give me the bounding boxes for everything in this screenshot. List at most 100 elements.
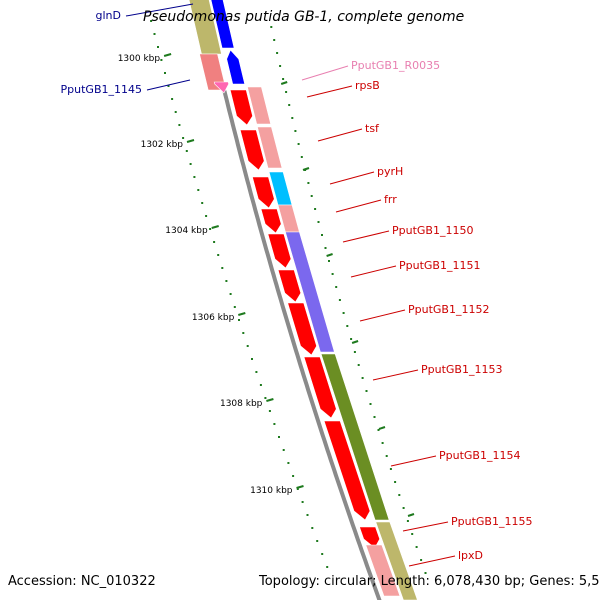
minor-dot-right [291, 117, 294, 119]
minor-dot-left [326, 566, 329, 568]
kbp-label: 1304 kbp [165, 226, 208, 236]
gene-label: PputGB1_1154 [439, 449, 520, 462]
minor-dot-right [373, 416, 376, 418]
major-tick-right [351, 340, 359, 344]
minor-dot-left [246, 345, 249, 347]
leader-line [146, 79, 191, 91]
leader-line [335, 199, 382, 213]
gene-label: rpsB [355, 79, 380, 92]
major-tick-right [326, 253, 333, 257]
gene-label: tsf [365, 122, 380, 135]
minor-dot-right [297, 143, 300, 145]
major-tick-right [407, 513, 415, 517]
accession-text: Accession: NC_010322 [8, 574, 156, 589]
minor-dot-right [424, 572, 427, 574]
gene-label: glnD [96, 9, 121, 22]
minor-dot-left [201, 202, 204, 204]
leader-line [306, 85, 353, 98]
minor-dot-left [174, 111, 177, 113]
minor-dot-right [377, 429, 380, 431]
minor-dot-right [350, 338, 353, 340]
minor-dot-left [268, 410, 271, 412]
feature-tracks [188, 0, 418, 601]
major-ticks [163, 53, 415, 517]
minor-dot-right [335, 286, 338, 288]
kbp-label: 1300 kbp [118, 54, 161, 64]
minor-dot-right [273, 39, 276, 41]
minor-dot-left [311, 527, 314, 529]
minor-dot-right [389, 468, 392, 470]
minor-dot-right [317, 221, 320, 223]
minor-dot-left [167, 85, 170, 87]
kbp-label: 1302 kbp [141, 140, 184, 150]
gene-block-PputGB1_1154 [323, 420, 371, 521]
map-title: Pseudomonas putida GB-1, complete genome [143, 9, 465, 25]
minor-dot-right [385, 455, 388, 457]
minor-dot-left [259, 384, 262, 386]
leader-line [350, 265, 397, 278]
gene-block-rpsB [229, 89, 253, 126]
minor-dot-left [292, 475, 295, 477]
minor-dot-left [255, 371, 258, 373]
minor-dot-right [307, 182, 310, 184]
minor-dot-left [150, 20, 153, 22]
minor-dot-right [402, 507, 405, 509]
kbp-label: 1310 kbp [250, 486, 293, 496]
operon-olive-block [320, 353, 390, 521]
leader-line [390, 455, 437, 467]
minor-dot-left [178, 124, 181, 126]
kbp-label: 1308 kbp [220, 399, 263, 409]
gene-block-PputGB1_1152 [287, 302, 317, 356]
minor-dot-left [242, 332, 245, 334]
backbone-line [200, 0, 383, 604]
minor-dot-left [157, 46, 159, 48]
leader-line [342, 230, 390, 243]
gene-block-PputGB1_1150 [267, 233, 292, 269]
leader-line [329, 171, 375, 185]
gene-block-PputGB1_1153 [303, 356, 337, 419]
leader-line [372, 369, 419, 381]
minor-dot-right [381, 442, 384, 444]
minor-dot-right [398, 494, 401, 496]
gene-label: PputGB1_1151 [399, 259, 480, 272]
backbone-arc [200, 0, 383, 604]
minor-dot-right [270, 26, 273, 28]
major-tick-left [211, 225, 219, 229]
minor-dot-right [314, 208, 317, 210]
minor-dot-right [310, 195, 313, 197]
minor-dot-left [182, 137, 185, 139]
minor-dot-left [153, 33, 156, 35]
minor-dot-right [411, 533, 414, 535]
minor-dot-left [197, 189, 200, 191]
minor-dot-right [328, 260, 330, 262]
leader-line [359, 309, 406, 322]
labels: 1300 kbp 1302 kbp 1304 kbp 1306 kbp 1308 kbp… [61, 9, 533, 562]
gene-block-pyrH [252, 176, 275, 209]
track-salmon-upper [199, 53, 227, 91]
minor-dot-left [209, 228, 212, 230]
minor-dot-right [357, 364, 360, 366]
gene-label: lpxD [458, 549, 483, 562]
minor-dot-left [185, 150, 188, 152]
gene-label: PputGB1_1145 [61, 83, 142, 96]
major-tick-right [280, 81, 288, 85]
minor-dot-right [331, 273, 334, 275]
minor-dot-left [321, 553, 324, 555]
topology-text: Topology: circular; Length: 6,078,430 bp… [259, 574, 600, 589]
minor-dot-left [217, 254, 220, 256]
minor-dot-left [306, 514, 309, 516]
minor-dot-left [233, 306, 236, 308]
minor-dot-right [415, 546, 418, 548]
major-tick-left [163, 53, 172, 57]
label-leader-lines [125, 3, 456, 567]
operon-rpsB [247, 86, 272, 125]
leader-line [408, 555, 456, 567]
gene-glnD-block [210, 0, 235, 49]
minor-dot-right [321, 234, 323, 236]
minor-dot-left [296, 488, 299, 490]
minor-dot-left [273, 423, 276, 425]
minor-dot-right [342, 312, 345, 314]
minor-dot-right [276, 52, 279, 54]
minor-dot-left [164, 72, 166, 74]
